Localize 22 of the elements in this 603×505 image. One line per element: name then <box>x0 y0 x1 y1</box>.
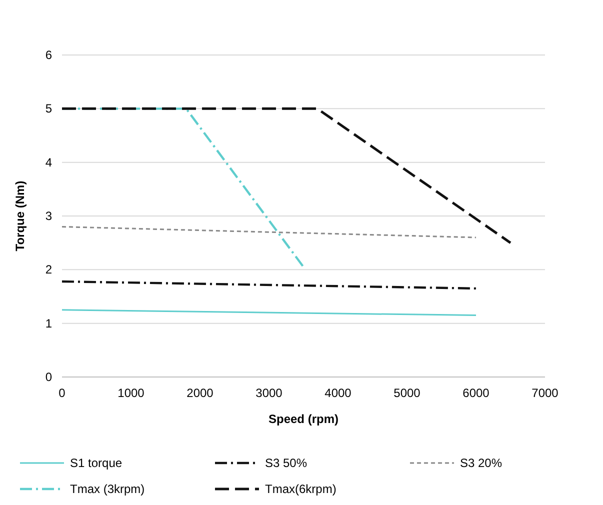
x-tick-label: 2000 <box>186 386 214 400</box>
legend-label: S1 torque <box>70 456 122 470</box>
x-tick-label: 5000 <box>394 386 421 400</box>
x-tick-label: 3000 <box>256 386 283 400</box>
y-tick-label: 1 <box>45 316 52 330</box>
x-tick-label: 1000 <box>118 386 145 400</box>
y-tick-label: 4 <box>45 155 52 170</box>
y-axis-title: Torque (Nm) <box>13 180 27 252</box>
x-tick-label: 4000 <box>324 386 352 400</box>
x-tick-label: 0 <box>58 386 66 400</box>
y-tick-label: 6 <box>45 48 52 62</box>
y-tick-label: 5 <box>45 102 52 116</box>
legend-label: Tmax(6krpm) <box>265 482 336 496</box>
y-tick-label: 3 <box>45 209 52 223</box>
legend-label: Tmax (3krpm) <box>70 482 145 496</box>
x-tick-label: 6000 <box>462 386 490 400</box>
legend-label: S3 20% <box>460 456 502 470</box>
legend-label: S3 50% <box>265 456 308 470</box>
y-tick-label: 0 <box>45 370 52 384</box>
x-tick-label: 7000 <box>532 386 559 400</box>
x-axis-title: Speed (rpm) <box>268 412 339 426</box>
y-tick-label: 2 <box>45 262 52 277</box>
